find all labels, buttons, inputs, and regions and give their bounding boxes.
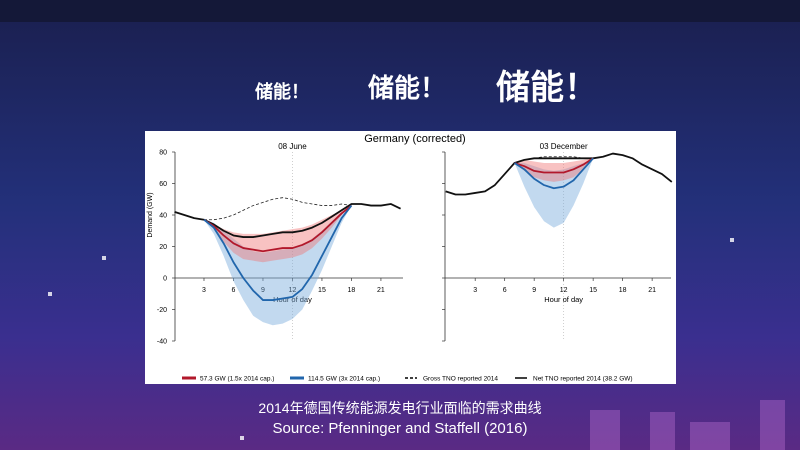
star-decoration [240, 436, 244, 440]
red-median-line [203, 204, 353, 253]
legend-label: 114.5 GW (3x 2014 cap.) [308, 376, 380, 383]
y-tick-label: 80 [159, 150, 167, 157]
x-tick-label: 18 [619, 287, 627, 294]
x-tick-label: 6 [232, 287, 236, 294]
x-tick-label: 15 [589, 287, 597, 294]
source-note: Source: Pfenninger and Staffell (2016) [272, 420, 528, 437]
skyline-decoration [690, 422, 730, 450]
y-tick-label: 0 [163, 276, 167, 283]
y-tick-label: -20 [157, 307, 167, 314]
legend-label: 57.3 GW (1.5x 2014 cap.) [200, 376, 274, 383]
y-tick-label: 20 [159, 244, 167, 251]
star-decoration [48, 292, 52, 296]
x-tick-label: 21 [377, 287, 385, 294]
skyline-decoration [590, 410, 620, 450]
panel-0: 08 June -40 -20 0 20 40 60 80 3 6 9 12 15 18 21 Hour of… [157, 142, 403, 346]
legend: 57.3 GW (1.5x 2014 cap.) 114.5 GW (3x 201… [182, 376, 633, 383]
star-decoration [102, 256, 106, 260]
demand-chart: Germany (corrected) Demand (GW) 57.3 GW … [147, 133, 673, 383]
x-tick-label: 15 [318, 287, 326, 294]
heading-small: 储能！ [255, 82, 309, 103]
x-tick-label: 12 [560, 287, 568, 294]
caption: 2014年德国传统能源发电行业面临的需求曲线 [258, 400, 542, 416]
star-decoration [730, 238, 734, 242]
x-tick-label: 3 [202, 287, 206, 294]
blue-range-band [203, 205, 352, 326]
x-axis-label: Hour of day [273, 295, 312, 304]
x-tick-label: 6 [503, 287, 507, 294]
panel-subtitle: 08 June [278, 142, 307, 151]
gross-line [203, 197, 352, 221]
panel-1: 03 December 3 6 9 12 15 18 21 Hour of day [442, 142, 673, 342]
y-tick-label: 40 [159, 213, 167, 220]
x-tick-label: 12 [289, 287, 297, 294]
y-axis-label: Demand (GW) [147, 192, 154, 237]
x-tick-label: 18 [348, 287, 356, 294]
chart-panel: Germany (corrected) Demand (GW) 57.3 GW … [145, 131, 676, 384]
legend-label: Net TNO reported 2014 (38.2 GW) [533, 376, 633, 383]
net-line [445, 152, 673, 196]
top-bar [0, 0, 800, 22]
heading-large: 储能！ [496, 68, 598, 108]
y-tick-label: -40 [157, 339, 167, 346]
blue-range-band [514, 158, 594, 228]
x-tick-label: 21 [648, 287, 656, 294]
net-line [174, 203, 401, 238]
blue-median-line [514, 157, 594, 190]
red-median-line [514, 157, 594, 174]
x-axis-label: Hour of day [544, 295, 583, 304]
x-tick-label: 3 [473, 287, 477, 294]
skyline-decoration [760, 400, 785, 450]
red-range-band [514, 158, 594, 182]
blue-median-line [203, 204, 353, 301]
skyline-decoration [650, 412, 675, 450]
chart-title: Germany (corrected) [364, 133, 465, 145]
heading-medium: 储能！ [368, 74, 447, 104]
legend-label: Gross TNO reported 2014 [423, 376, 498, 383]
x-tick-label: 9 [261, 287, 265, 294]
panel-subtitle: 03 December [540, 142, 588, 151]
x-tick-label: 9 [532, 287, 536, 294]
y-tick-label: 60 [159, 181, 167, 188]
